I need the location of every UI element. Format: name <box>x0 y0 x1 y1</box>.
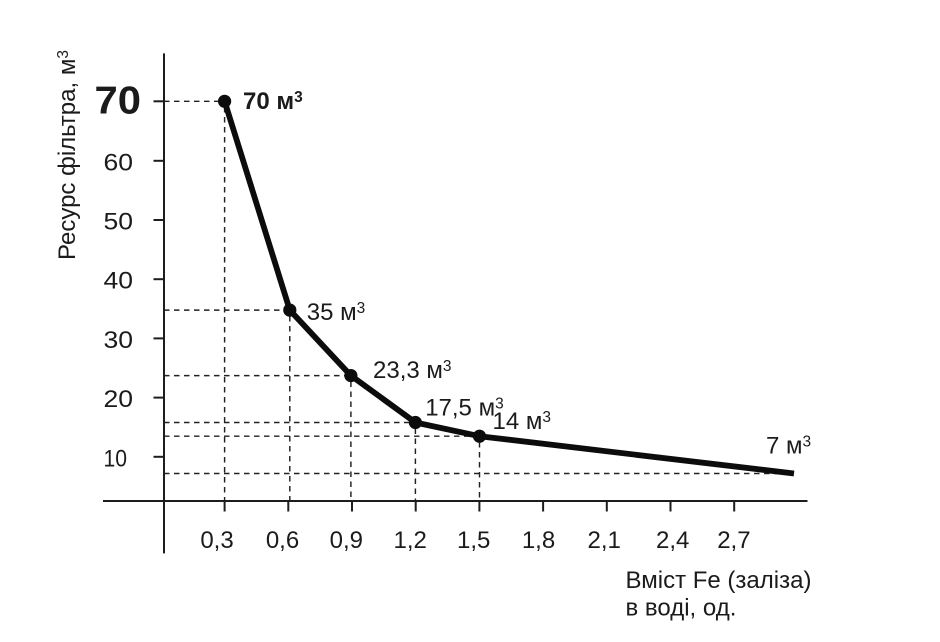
svg-text:0,6: 0,6 <box>266 527 299 554</box>
svg-text:23,3 м3: 23,3 м3 <box>373 357 452 384</box>
svg-text:14 м3: 14 м3 <box>493 408 552 435</box>
svg-text:70 м3: 70 м3 <box>243 88 303 115</box>
svg-text:0,9: 0,9 <box>330 527 363 554</box>
svg-text:17,5 м3: 17,5 м3 <box>425 394 504 421</box>
svg-text:35 м3: 35 м3 <box>307 299 366 326</box>
svg-text:1,5: 1,5 <box>457 527 490 554</box>
svg-text:70: 70 <box>95 80 142 123</box>
svg-text:10: 10 <box>104 445 128 472</box>
svg-text:1,2: 1,2 <box>394 527 427 554</box>
svg-text:Вміст Fe (заліза): Вміст Fe (заліза) <box>626 567 812 594</box>
svg-text:1,8: 1,8 <box>522 527 555 554</box>
svg-text:0,3: 0,3 <box>200 527 233 554</box>
svg-text:20: 20 <box>104 386 134 413</box>
svg-text:в воді, од.: в воді, од. <box>626 595 737 622</box>
svg-text:Ресурс фільтра, м3: Ресурс фільтра, м3 <box>54 50 81 260</box>
svg-text:60: 60 <box>104 149 134 176</box>
svg-text:2,7: 2,7 <box>717 527 750 554</box>
svg-text:50: 50 <box>104 209 134 236</box>
svg-text:30: 30 <box>104 327 134 354</box>
svg-text:2,1: 2,1 <box>588 527 621 554</box>
svg-text:2,4: 2,4 <box>656 527 689 554</box>
svg-text:40: 40 <box>104 268 134 295</box>
